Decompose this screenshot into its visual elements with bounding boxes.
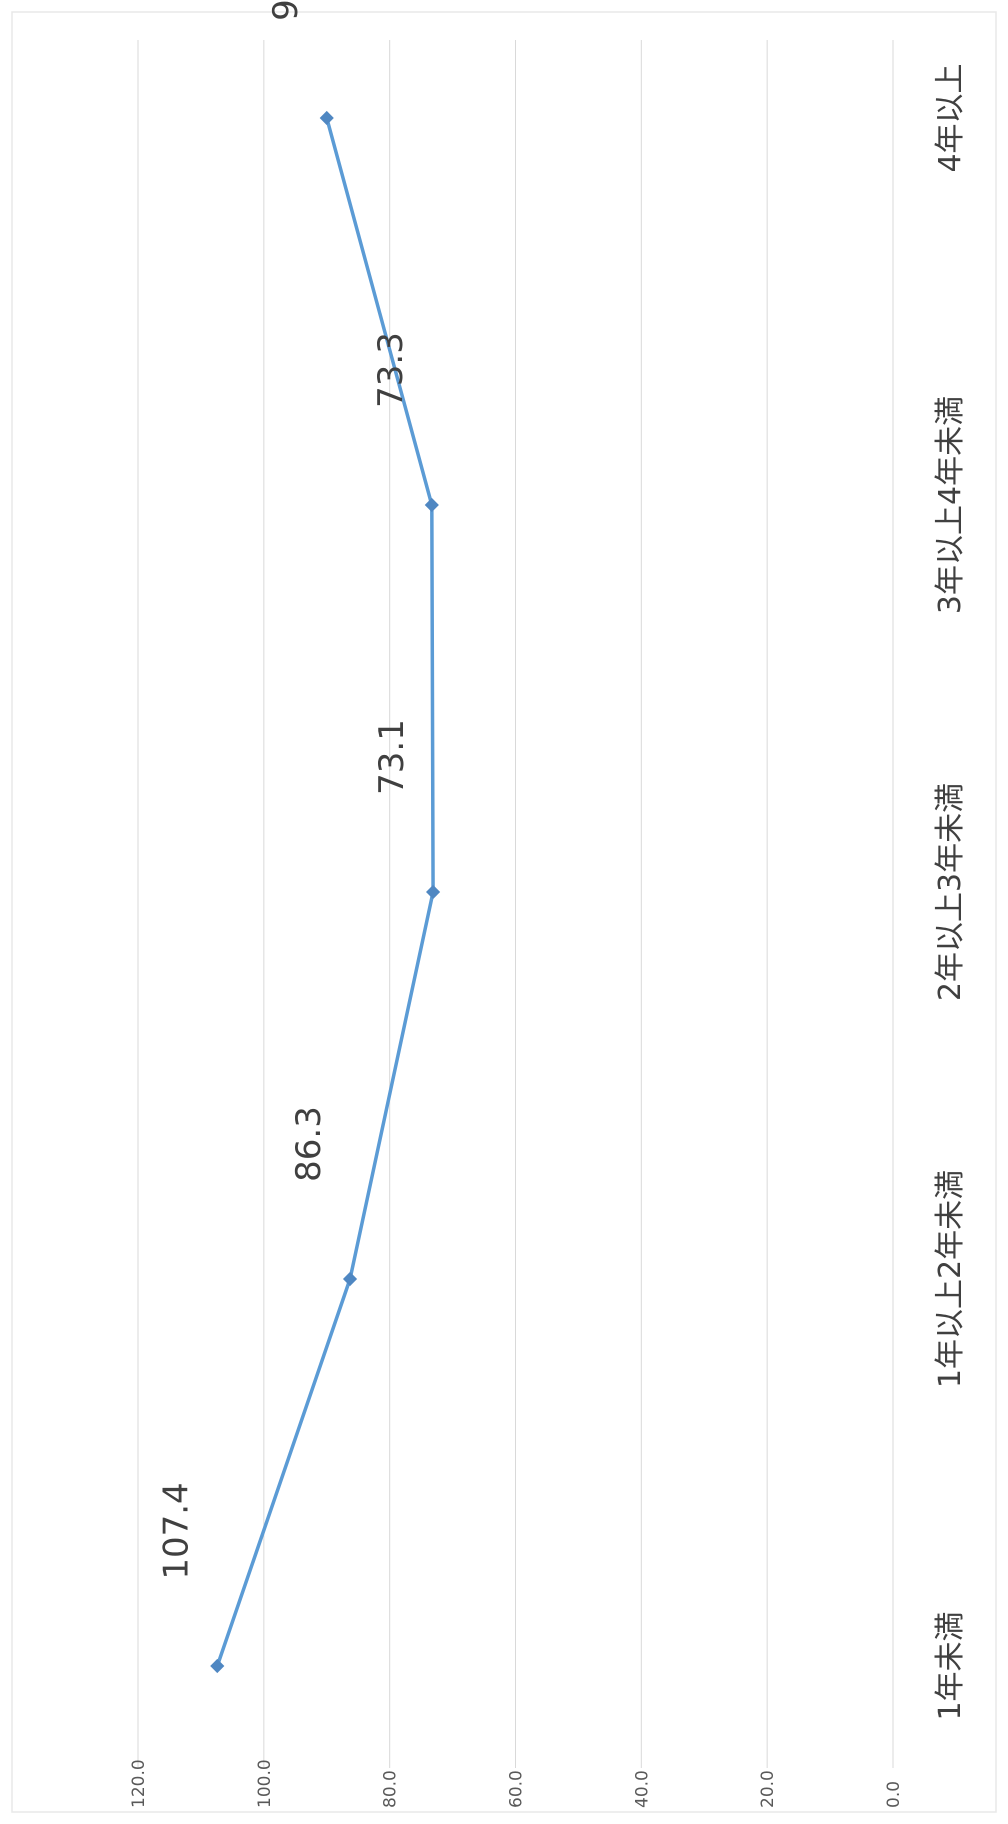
y-tick-label: 100.0 [255, 1759, 275, 1808]
y-tick-label: 20.0 [758, 1770, 778, 1808]
y-axis-tick-labels: 0.0 20.0 40.0 60.0 80.0 100.0 120.0 [129, 1759, 904, 1808]
data-label: 90.0 [266, 0, 306, 21]
x-category-label: 1年以上2年未満 [933, 1170, 968, 1388]
series-markers [210, 110, 441, 1674]
y-tick-label: 40.0 [632, 1770, 652, 1808]
y-tick-label: 80.0 [381, 1770, 401, 1808]
x-category-label: 4年以上 [933, 63, 968, 172]
y-tick-label: 0.0 [884, 1781, 904, 1808]
data-labels: 107.4 86.3 73.1 73.3 90.0 [156, 0, 412, 1580]
data-point-marker [426, 884, 441, 900]
data-point-marker [424, 497, 439, 513]
x-category-label: 1年未満 [933, 1611, 968, 1720]
data-label: 73.3 [371, 332, 411, 408]
y-tick-label: 60.0 [507, 1770, 527, 1808]
gridlines [137, 40, 894, 1768]
x-axis-category-labels: 1年未満 1年以上2年未満 2年以上3年未満 3年以上4年未満 4年以上 [933, 63, 968, 1720]
data-point-marker [319, 110, 334, 126]
x-category-label: 2年以上3年未満 [933, 783, 968, 1001]
data-point-marker [342, 1271, 358, 1287]
data-label: 107.4 [156, 1482, 196, 1579]
chart-border [11, 11, 997, 1813]
data-label: 86.3 [289, 1106, 329, 1182]
data-point-marker [210, 1658, 225, 1674]
data-label: 73.1 [372, 719, 412, 795]
x-category-label: 3年以上4年未満 [933, 396, 968, 614]
y-tick-label: 120.0 [129, 1759, 149, 1808]
